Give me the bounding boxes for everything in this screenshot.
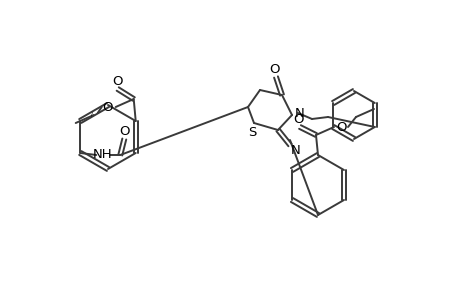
Text: S: S [247,125,256,139]
Text: O: O [293,112,303,125]
Text: O: O [102,100,113,113]
Text: NH: NH [92,148,112,160]
Text: O: O [112,74,123,88]
Text: O: O [269,62,280,76]
Text: O: O [336,121,347,134]
Text: /: / [90,112,92,116]
Text: N: N [291,143,300,157]
Text: O: O [119,124,129,137]
Text: N: N [295,106,304,119]
